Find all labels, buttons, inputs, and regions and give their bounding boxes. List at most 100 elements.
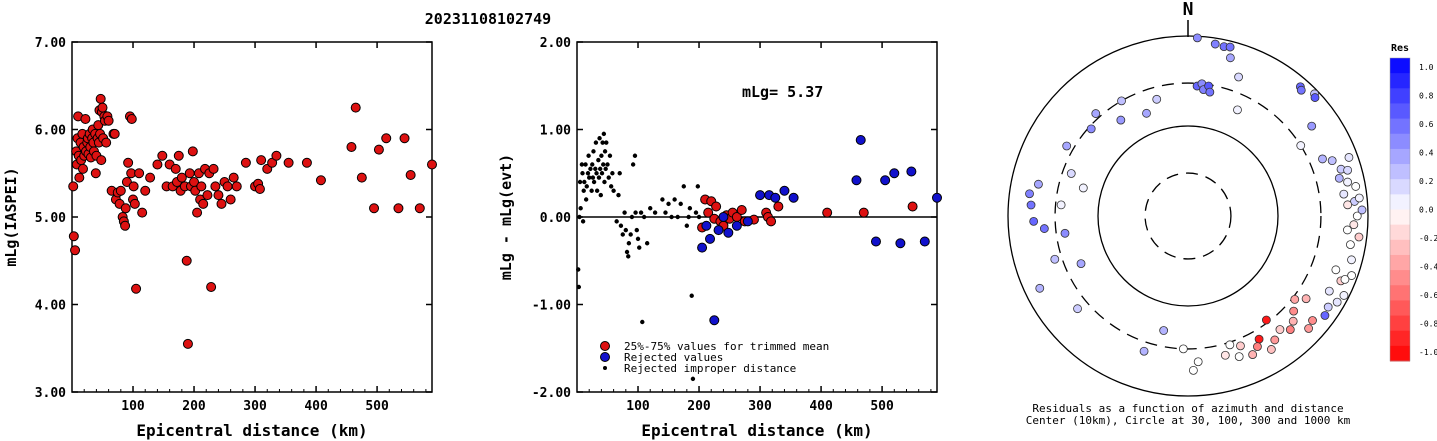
station-point — [1288, 316, 1298, 326]
data-point-improper — [624, 249, 630, 255]
data-point-rejected — [855, 135, 866, 145]
data-point-rejected — [705, 233, 716, 244]
legend-marker-red — [600, 341, 610, 351]
data-point-improper — [597, 166, 603, 172]
data-point-rejected — [895, 238, 906, 249]
data-point — [173, 150, 184, 161]
data-point — [222, 181, 233, 192]
data-point-improper — [577, 179, 583, 185]
data-point-rejected — [880, 175, 891, 186]
ytick-label: 6.00 — [35, 124, 66, 139]
station-point — [1323, 302, 1333, 312]
data-point-improper — [689, 293, 694, 298]
data-point-improper — [607, 153, 613, 158]
colorbar-cell — [1390, 194, 1410, 210]
data-point — [198, 198, 209, 209]
station-point — [1301, 294, 1311, 304]
colorbar-tick-label: 1.0 — [1419, 63, 1434, 72]
station-point — [1073, 304, 1082, 314]
panel2-xlabel: Epicentral distance (km) — [641, 421, 872, 440]
data-point-improper — [580, 171, 585, 176]
colorbar-cells — [1389, 57, 1411, 362]
station-point — [1091, 109, 1101, 118]
data-point-improper — [644, 241, 650, 246]
colorbar-outline — [1389, 57, 1411, 362]
data-point-improper — [579, 162, 585, 167]
data-point — [346, 142, 357, 152]
colorbar-cell — [1390, 254, 1410, 271]
panel1-points — [68, 93, 437, 349]
data-point-rejected — [713, 225, 724, 236]
data-point — [70, 245, 81, 256]
data-point — [369, 203, 380, 214]
data-point-improper — [640, 319, 645, 325]
station-point — [1285, 325, 1295, 335]
data-point-improper — [580, 219, 586, 224]
data-point-improper — [590, 162, 595, 167]
ytick-label: 1.00 — [540, 124, 571, 139]
station-point — [1029, 216, 1039, 226]
station-point — [1025, 189, 1034, 199]
panel2-yticks: -2.00 -1.00 0.00 1.00 2.00 — [532, 36, 937, 401]
data-point — [74, 172, 85, 183]
data-point — [77, 163, 88, 174]
north-label: N — [1183, 0, 1194, 20]
station-point — [1266, 345, 1276, 354]
colorbar-cell — [1390, 179, 1410, 195]
data-point — [315, 175, 326, 186]
data-point — [103, 115, 114, 126]
colorbar-cell — [1390, 88, 1410, 104]
station-points — [1025, 33, 1367, 375]
data-point — [206, 282, 217, 292]
colorbar-cell — [1390, 239, 1410, 256]
xtick-label: 200 — [182, 399, 206, 414]
data-point — [228, 172, 239, 183]
data-point-improper — [587, 175, 592, 180]
xtick-label: 500 — [870, 399, 894, 414]
data-point-improper — [576, 267, 581, 272]
xtick-label: 300 — [748, 399, 772, 414]
data-point-rejected — [731, 220, 742, 231]
data-point — [68, 181, 79, 192]
station-point — [1236, 341, 1245, 351]
station-point — [1159, 326, 1169, 335]
data-point-improper — [629, 214, 635, 220]
legend-label-trimmed: 25%-75% values for trimmed mean — [624, 340, 829, 353]
legend-marker-blue — [600, 352, 610, 362]
station-point — [1351, 182, 1361, 191]
colorbar-tick-label: 0.6 — [1419, 120, 1434, 129]
data-point-improper — [693, 210, 699, 215]
data-point — [120, 220, 131, 231]
station-point — [1050, 254, 1060, 264]
colorbar-tick-label: -0.4 — [1419, 263, 1437, 272]
colorbar-cell — [1390, 300, 1410, 317]
colorbar-cell — [1390, 103, 1410, 120]
data-point-improper — [632, 153, 638, 158]
station-point — [1078, 183, 1088, 193]
data-point-rejected — [889, 168, 900, 179]
data-point-improper — [591, 179, 597, 185]
station-point — [1332, 297, 1342, 307]
ytick-label: 0.00 — [540, 211, 571, 226]
data-point — [95, 93, 106, 104]
data-point — [356, 172, 367, 183]
data-point-improper — [599, 171, 605, 176]
data-point — [123, 157, 134, 168]
data-point-rejected — [870, 236, 881, 247]
data-point-improper — [611, 188, 616, 193]
station-point — [1324, 286, 1334, 296]
colorbar-cell — [1390, 330, 1410, 347]
data-point-improper — [596, 175, 602, 180]
colorbar-cell — [1390, 209, 1410, 226]
data-point — [773, 201, 784, 212]
data-point — [131, 283, 142, 294]
station-point — [1318, 154, 1327, 164]
data-point-improper — [585, 171, 591, 176]
data-point-rejected — [709, 315, 720, 326]
data-point-improper — [593, 140, 599, 145]
xtick-label: 200 — [687, 399, 711, 414]
data-point — [187, 146, 198, 157]
data-point-improper — [594, 188, 600, 193]
data-point — [176, 172, 187, 183]
data-point-improper — [622, 210, 627, 215]
